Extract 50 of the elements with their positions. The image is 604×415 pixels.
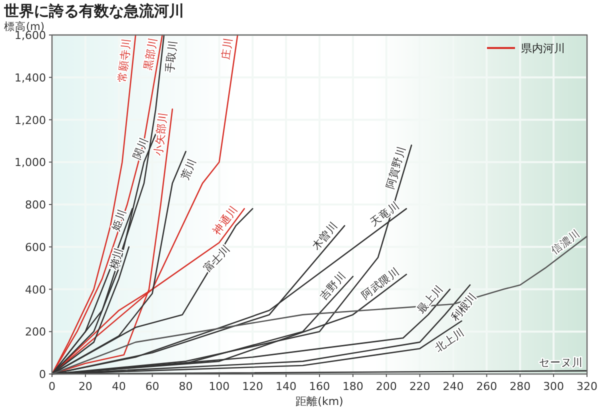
text: 姫川 (109, 207, 129, 232)
text: 阿賀野川 (383, 144, 408, 191)
series-label: セーヌ川 (538, 356, 583, 370)
chart-title: 世界に誇る有数な急流河川 (3, 2, 184, 20)
x-axis-title: 距離(km) (296, 395, 344, 408)
text: 黒部川 (141, 36, 160, 72)
text: 木曽川 (309, 219, 340, 253)
y-tick-label: 0 (39, 368, 46, 381)
y-tick-label: 800 (25, 198, 46, 212)
x-tick-label: 220 (409, 380, 430, 393)
x-tick-label: 140 (276, 380, 297, 393)
y-tick-label: 1,000 (14, 156, 46, 170)
x-tick-label: 320 (576, 380, 598, 393)
x-tick-label: 40 (112, 380, 126, 393)
legend-title: 県内河川 (521, 42, 565, 55)
text: 天竜川 (368, 199, 402, 230)
y-tick-label: 600 (25, 240, 46, 254)
text: 梯川 (106, 246, 126, 272)
x-tick-label: 80 (178, 380, 193, 393)
y-tick-label: 1,200 (14, 114, 46, 127)
x-tick-label: 60 (145, 380, 160, 393)
text: 阿武隈川 (359, 264, 402, 302)
x-tick-label: 100 (208, 380, 230, 393)
x-tick-label: 260 (476, 380, 498, 393)
x-tick-label: 0 (48, 380, 56, 393)
x-tick-label: 280 (510, 380, 531, 393)
x-tick-label: 120 (242, 380, 264, 393)
text: 小矢部川 (152, 111, 170, 157)
text: 北上川 (432, 326, 468, 355)
text: 富士川 (200, 242, 234, 275)
text: 神通川 (210, 203, 240, 238)
text: 吉野川 (316, 269, 349, 303)
text: 信濃川 (548, 226, 583, 258)
x-tick-label: 240 (442, 380, 464, 393)
text: 庄川 (219, 36, 236, 60)
text: 常願寺川 (116, 37, 134, 83)
text: 関川 (130, 136, 151, 161)
y-tick-label: 200 (25, 326, 46, 339)
x-tick-label: 20 (78, 380, 92, 393)
text: 最上川 (414, 282, 446, 316)
x-tick-label: 300 (543, 380, 564, 393)
x-tick-label: 200 (376, 380, 397, 393)
text: 手取川 (162, 39, 180, 74)
y-tick-label: 1,400 (14, 71, 46, 84)
y-tick-label: 1,600 (14, 29, 46, 42)
text: 利根川 (448, 290, 480, 324)
x-tick-label: 180 (342, 380, 364, 393)
x-tick-label: 160 (309, 380, 330, 393)
y-tick-label: 400 (25, 283, 46, 296)
text: 荒川 (178, 156, 199, 182)
